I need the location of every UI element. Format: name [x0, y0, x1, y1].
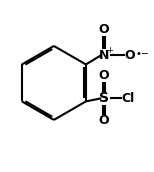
Text: O: O — [99, 114, 109, 127]
Text: •−: •− — [135, 49, 149, 59]
Text: S: S — [99, 91, 109, 105]
Text: Cl: Cl — [121, 92, 134, 105]
Text: O: O — [99, 23, 109, 36]
Text: +: + — [106, 46, 113, 55]
Text: N: N — [99, 49, 109, 62]
Text: O: O — [99, 69, 109, 83]
Text: O: O — [124, 49, 135, 62]
